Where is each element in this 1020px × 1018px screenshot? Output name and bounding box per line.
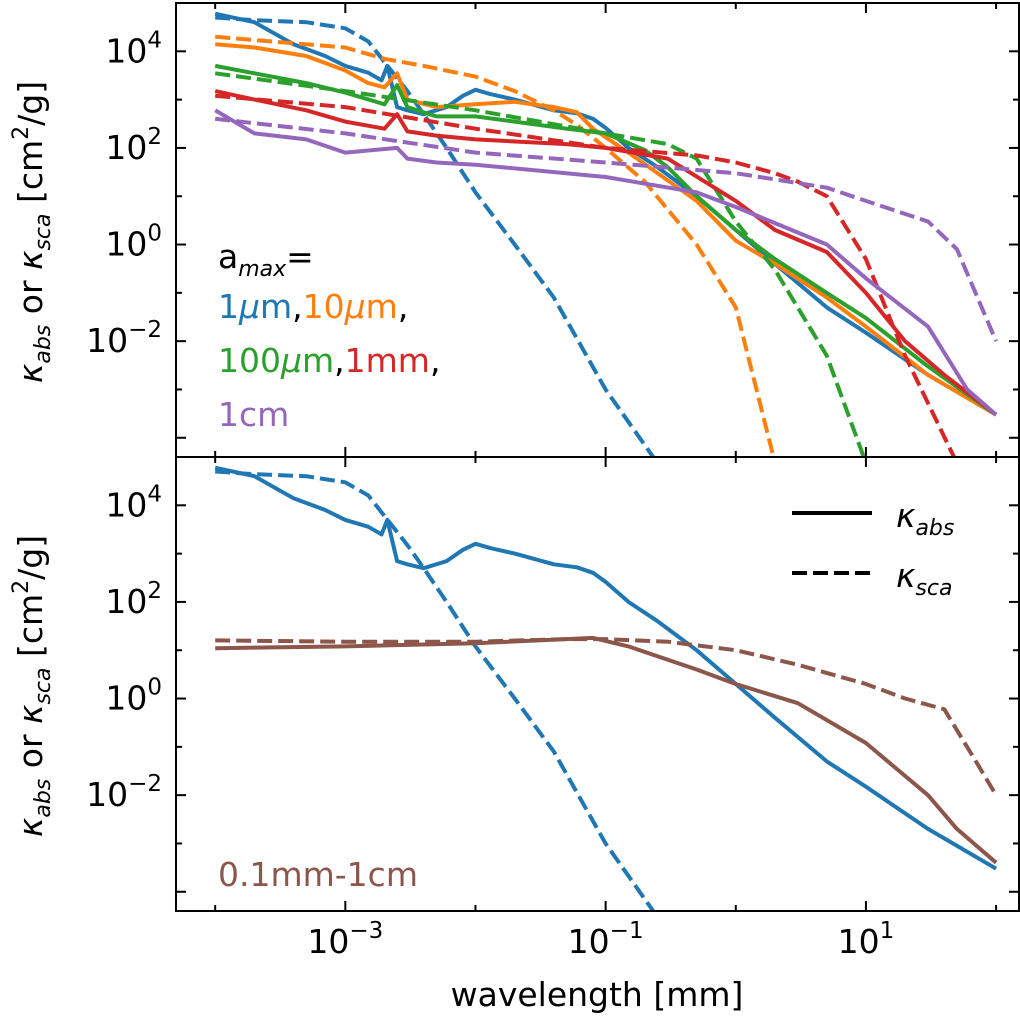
bottom-ytick-label: 100 xyxy=(105,675,162,718)
bottom-series-group xyxy=(214,465,998,911)
top-series-100um-ksca xyxy=(214,71,866,457)
bottom-ytick-label: 10−2 xyxy=(86,771,162,814)
legend-label-abs: κabs xyxy=(896,496,954,541)
top-series-1um-ksca xyxy=(215,15,656,457)
bottom-y-axis-label: κabs or κsca [cm2/g] xyxy=(9,535,56,837)
bottom-ytick-label: 102 xyxy=(105,578,162,621)
top-ytick-label: 10−2 xyxy=(86,317,162,360)
top-ytick-label: 102 xyxy=(105,124,162,167)
legend: κabs κsca xyxy=(792,496,954,601)
top-y-axis-label: κabs or κsca [cm2/g] xyxy=(9,81,56,383)
amax-1mm: 1mm xyxy=(345,341,430,380)
x-axis-label: wavelength [mm] xyxy=(451,975,744,1014)
amax-1cm: 1cm xyxy=(218,395,289,434)
top-series-10um-kabs xyxy=(215,42,998,417)
top-series-10um-ksca xyxy=(215,34,776,457)
bottom-x-ticks: 10−3 10−1 101 xyxy=(214,457,998,961)
top-y-ticks: 10−2 100 102 104 xyxy=(86,2,1019,439)
bottom-y-ticks: 10−2 100 102 104 xyxy=(86,456,1019,893)
x-tick-label: 10−3 xyxy=(307,918,383,961)
top-ytick-label: 100 xyxy=(105,221,162,264)
bottom-axes-frame xyxy=(175,456,1020,912)
amax-line-1: 1μm,10μm, xyxy=(218,287,408,326)
top-series-100um-kabs xyxy=(214,63,998,417)
panel-bottom: 10−2 100 102 104 10−3 10−1 101 κabs or κsca [… xyxy=(9,456,1020,1014)
x-tick-label: 10−1 xyxy=(568,918,644,961)
amax-10um: 10 xyxy=(303,287,345,326)
top-series-1cm-ksca xyxy=(214,116,998,342)
top-series-1mm-kabs xyxy=(214,89,998,417)
amax-annotation: amax= 1μm,10μm, 100μm,1mm, 1cm xyxy=(218,237,440,434)
amax-100um: 100 xyxy=(218,341,281,380)
top-series-1mm-ksca xyxy=(215,93,957,457)
bottom-ytick-label: 104 xyxy=(105,481,162,524)
size-range-annotation: 0.1mm-1cm xyxy=(218,855,418,894)
amax-line-2: 100μm,1mm, xyxy=(218,341,440,380)
panel-top: 10−2 100 102 104 κabs or κsca [cm2/g] amax=… xyxy=(9,2,1020,458)
bottom-series-0-1mm-1cm-ksca xyxy=(215,637,998,797)
top-ytick-label: 104 xyxy=(105,27,162,70)
amax-1um: 1 xyxy=(218,287,239,326)
bottom-series-1um-ksca xyxy=(215,469,656,911)
legend-label-sca: κsca xyxy=(896,556,953,601)
amax-title: amax= xyxy=(218,237,314,282)
bottom-series-1um-kabs xyxy=(214,465,998,871)
top-series-group xyxy=(214,11,998,457)
x-tick-label: 101 xyxy=(838,918,895,961)
top-series-1cm-kabs xyxy=(214,108,998,417)
